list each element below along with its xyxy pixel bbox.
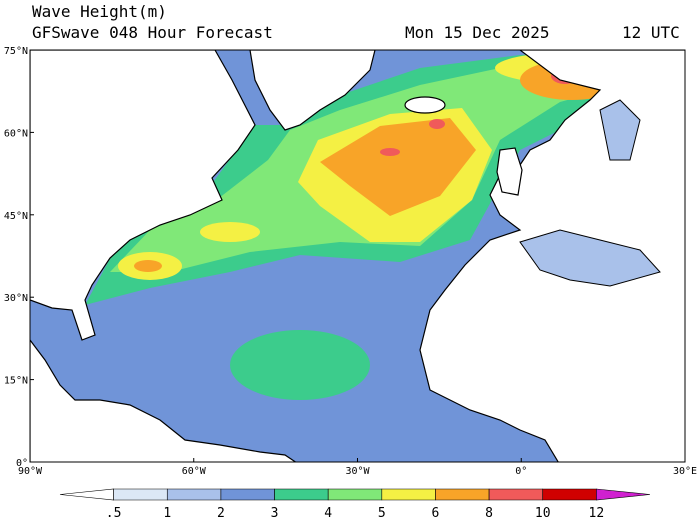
- colorbar-swatch: [596, 488, 651, 501]
- mediterranean: [519, 229, 661, 287]
- colorbar-swatch: [274, 488, 329, 501]
- colorbar-label: 2: [217, 506, 225, 521]
- colorbar-swatch: [435, 488, 490, 501]
- greenland: [249, 50, 376, 131]
- colorbar-label: 3: [271, 506, 279, 521]
- british-isles: [496, 147, 523, 196]
- colorbar-swatch: [220, 488, 275, 501]
- colorbar-swatch: [327, 488, 383, 501]
- iceland: [404, 96, 446, 114]
- wave-6-8: [320, 118, 476, 216]
- lat-label: 0°: [16, 458, 28, 469]
- axes: 75°N60°N45°N30°N15°N0°90°W 60°W 30°W 0° 30°E: [4, 46, 697, 477]
- colorbar-swatch: [166, 488, 222, 501]
- colorbar-label: 10: [535, 506, 551, 521]
- baltic: [599, 99, 641, 161]
- colorbar-swatch: [381, 488, 436, 501]
- lon-label: 90°W: [18, 466, 43, 477]
- wave-6-8: [134, 260, 162, 272]
- colorbar-swatch: [542, 488, 597, 501]
- lat-label: 75°N: [4, 46, 28, 57]
- south-america: [30, 339, 297, 462]
- lat-label: 60°N: [4, 128, 28, 139]
- lat-label: 30°N: [4, 293, 28, 304]
- colorbar-swatch: [488, 488, 544, 501]
- lat-label: 15°N: [4, 376, 28, 387]
- colorbar-label: 5: [378, 506, 386, 521]
- time: 12 UTC: [622, 23, 680, 42]
- colorbar-label: 12: [589, 506, 605, 521]
- lon-label: 0°: [515, 466, 527, 477]
- wave-8-10: [429, 119, 445, 129]
- colorbar-swatch: [59, 488, 114, 501]
- colorbar-label: 4: [324, 506, 332, 521]
- wave-5-6: [200, 222, 260, 242]
- colorbar-swatch: [113, 488, 168, 501]
- wave-8-10: [380, 148, 400, 156]
- colorbar-label: 8: [485, 506, 493, 521]
- date: Mon 15 Dec 2025: [405, 23, 550, 42]
- colorbar-label: 1: [163, 506, 171, 521]
- wave-3-4: [230, 330, 370, 400]
- colorbar: .5 1 2 3 4 5 6 8 10 12: [59, 488, 651, 521]
- subtitle: GFSwave 048 Hour Forecast: [32, 23, 273, 42]
- colorbar-label: 6: [432, 506, 440, 521]
- lon-label: 60°W: [182, 466, 207, 477]
- colorbar-label: .5: [106, 506, 122, 521]
- north-america: [30, 50, 256, 341]
- lon-label: 30°W: [345, 466, 370, 477]
- lon-label: 30°E: [673, 466, 697, 477]
- map: [30, 50, 685, 462]
- lat-label: 45°N: [4, 211, 28, 222]
- title: Wave Height(m): [32, 2, 167, 21]
